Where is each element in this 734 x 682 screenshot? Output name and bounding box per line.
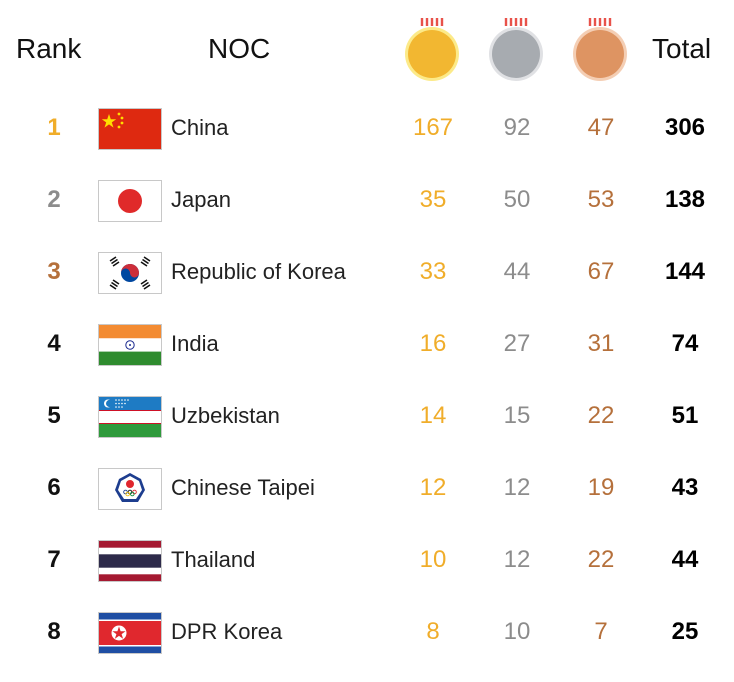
country-name: China — [171, 115, 229, 140]
country-name: DPR Korea — [171, 619, 283, 644]
country-name: Chinese Taipei — [171, 475, 315, 500]
total-column-header: Total — [652, 33, 712, 64]
thailand-flag-icon — [99, 541, 161, 581]
table-row: 3 Republic of Korea 33 44 67 144 — [0, 236, 734, 308]
dpr-korea-flag-icon — [99, 613, 161, 653]
china-flag-icon — [99, 109, 161, 149]
chinese-taipei-flag-icon — [99, 469, 161, 509]
table-row: 8 DPR Korea 8 10 7 25 — [0, 596, 734, 668]
table-row: 7 Thailand 10 12 22 44 — [0, 524, 734, 596]
country-name: Uzbekistan — [171, 403, 280, 428]
country-name: Japan — [171, 187, 231, 212]
table-row: 1 China 167 92 47 306 — [0, 92, 734, 164]
table-header: Rank NOC — [0, 0, 734, 100]
table-row: 4 India 16 27 31 74 — [0, 308, 734, 380]
india-flag-icon — [99, 325, 161, 365]
korea-flag-icon — [99, 253, 161, 293]
japan-flag-icon — [99, 181, 161, 221]
table-row: 5 Uzbekistan 14 15 22 51 — [0, 380, 734, 452]
bronze-medal-icon — [570, 14, 630, 82]
noc-column-header: NOC — [208, 33, 271, 64]
silver-medal-icon — [486, 14, 546, 82]
country-name: India — [171, 331, 219, 356]
country-name: Republic of Korea — [171, 259, 346, 284]
uzbekistan-flag-icon — [99, 397, 161, 437]
gold-medal-icon — [402, 14, 462, 82]
rank-column-header: Rank — [16, 33, 82, 64]
country-name: Thailand — [171, 547, 256, 572]
table-row: 6 Chinese Taipei 12 12 19 43 — [0, 452, 734, 524]
table-row: 2 Japan 35 50 53 138 — [0, 164, 734, 236]
